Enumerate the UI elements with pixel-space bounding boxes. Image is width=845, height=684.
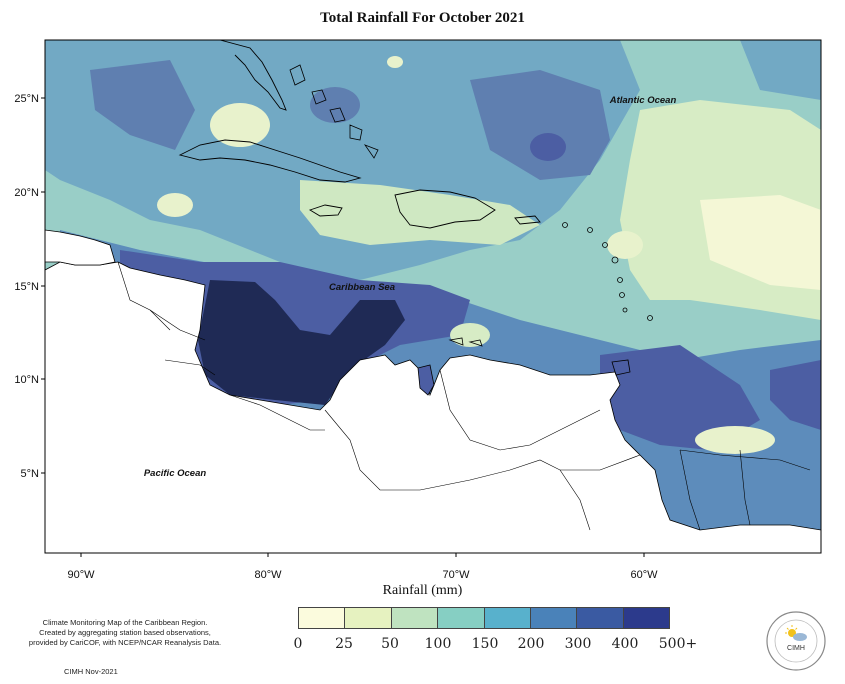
label-pacific-ocean: Pacific Ocean xyxy=(144,468,207,479)
colorbar-tick-2: 50 xyxy=(381,636,399,652)
lon-label-60: 60°W xyxy=(630,569,658,581)
landmass-puerto-rico xyxy=(514,215,541,225)
lat-label-25: 25°N xyxy=(14,93,39,105)
credit-line-2: Created by aggregating station based obs… xyxy=(39,628,211,637)
colorbar-tick-6: 300 xyxy=(564,636,592,652)
colorbar-tick-7: 400 xyxy=(611,636,639,652)
lake-maracaibo xyxy=(417,364,435,396)
colorbar-tick-5: 200 xyxy=(517,636,545,652)
rain-zone-dry-cuba xyxy=(210,103,270,147)
cimh-logo: CIMH xyxy=(766,611,826,671)
landmass-cuba xyxy=(178,139,362,183)
lon-label-70: 70°W xyxy=(442,569,470,581)
colorbar-swatch-3 xyxy=(438,608,485,628)
landmass-bahamas xyxy=(289,64,379,159)
rain-zone-dry-windward xyxy=(607,231,643,259)
rain-zone-ne xyxy=(740,40,821,100)
lon-label-90: 90°W xyxy=(67,569,95,581)
map-frame xyxy=(44,39,822,554)
colorbar-tick-8: 500+ xyxy=(658,636,698,652)
landmass-lesser-antilles xyxy=(562,222,653,376)
rain-zone-dry-yucatan xyxy=(157,193,193,217)
landmass-abc-islands xyxy=(448,337,483,347)
lon-label-80: 80°W xyxy=(254,569,282,581)
landmass-jamaica xyxy=(308,204,343,217)
credit-line-3: provided by CariCOF, with NCEP/NCAR Rean… xyxy=(28,638,222,647)
label-atlantic-ocean: Atlantic Ocean xyxy=(609,95,677,106)
credit-text: Climate Monitoring Map of the Caribbean … xyxy=(10,618,240,648)
colorbar-tick-labels: 0 25 50 100 150 200 300 400 500+ xyxy=(288,636,708,654)
landmass-mexico xyxy=(45,229,116,266)
landmass-central-america xyxy=(45,261,821,553)
rain-zone-dry-guyana xyxy=(695,426,775,454)
colorbar-tick-4: 150 xyxy=(471,636,499,652)
colorbar-tick-0: 0 xyxy=(293,636,303,652)
colorbar-swatch-5 xyxy=(530,608,578,628)
credit-line-1: Climate Monitoring Map of the Caribbean … xyxy=(42,618,208,627)
rain-zone-extreme xyxy=(198,280,405,405)
colorbar-tick-3: 100 xyxy=(424,636,452,652)
colorbar-swatch-6 xyxy=(577,608,624,628)
colorbar-swatch-2 xyxy=(391,608,439,628)
rain-zone-bahamas xyxy=(310,87,360,123)
rain-zone-atlantic xyxy=(470,70,610,180)
rain-zone-dry-greater-antilles xyxy=(300,180,540,245)
lat-label-10: 10°N xyxy=(14,374,39,386)
colorbar-swatch-0 xyxy=(299,608,346,628)
colorbar-swatch-7 xyxy=(623,608,669,628)
lat-label-5: 5°N xyxy=(21,468,40,480)
colorbar-axis-label: Rainfall (mm) xyxy=(382,583,463,598)
rain-zone-gulf xyxy=(90,60,195,150)
rain-zone-heavy-guiana xyxy=(600,345,760,450)
country-borders xyxy=(117,261,811,531)
rain-zone-dry-abc xyxy=(450,323,490,347)
map-title: Total Rainfall For October 2021 xyxy=(320,10,525,26)
date-stamp: CIMH Nov-2021 xyxy=(64,667,118,676)
colorbar-tick-1: 25 xyxy=(335,636,353,652)
rain-zone-very-dry-east xyxy=(700,195,821,290)
rain-zone-heavy-east xyxy=(770,360,821,430)
colorbar-swatch-4 xyxy=(484,608,531,628)
lat-label-15: 15°N xyxy=(14,281,39,293)
rain-zone-atlantic-core xyxy=(530,133,566,161)
sun-cloud-icon xyxy=(785,625,807,641)
axis-ticks xyxy=(41,97,645,557)
colorbar xyxy=(298,607,670,629)
label-caribbean-sea: Caribbean Sea xyxy=(329,282,395,293)
landmass-florida xyxy=(219,40,287,111)
landmass-hispaniola xyxy=(394,189,496,229)
lat-label-20: 20°N xyxy=(14,187,39,199)
logo-text: CIMH xyxy=(787,645,805,652)
colorbar-swatch-1 xyxy=(345,608,392,628)
rain-zone-dry-florida xyxy=(387,56,403,68)
